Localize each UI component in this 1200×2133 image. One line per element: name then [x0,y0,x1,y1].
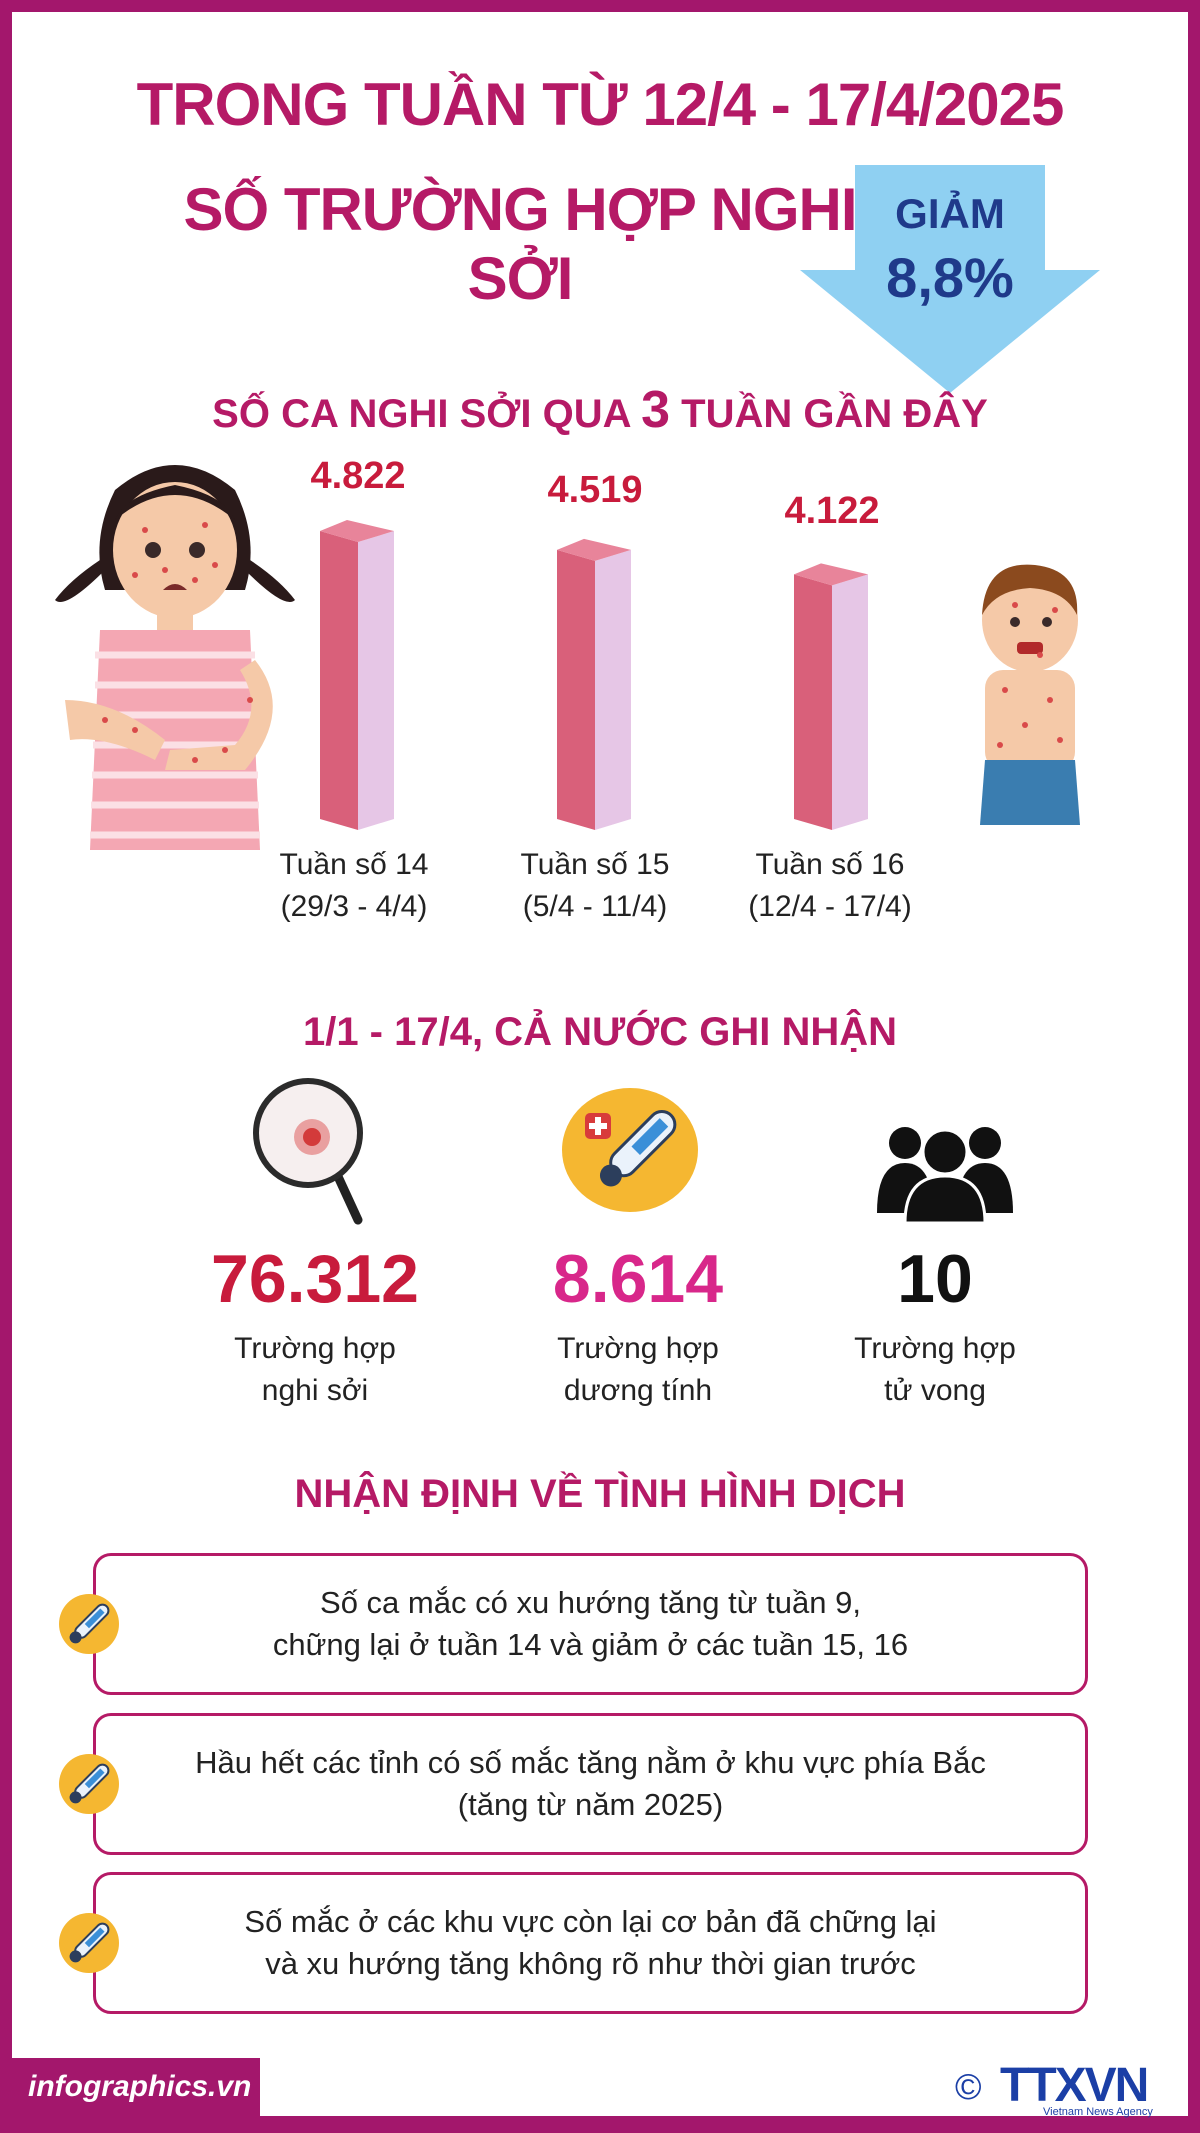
positive-label: Trường hợp dương tính [488,1328,788,1412]
bar-value-label: 4.822 [310,455,406,497]
bar [320,520,394,830]
chart-title-post: TUẦN GẦN ĐÂY [670,392,988,436]
week-label: Tuần số 16 (12/4 - 17/4) [700,844,960,928]
copyright-symbol: © [955,2066,982,2107]
stat-label-line: dương tính [563,1374,713,1407]
week-label: Tuần số 15 (5/4 - 11/4) [465,844,725,928]
stat-label-line: tử vong [884,1374,986,1407]
assessment-line: (tăng từ năm 2025) [457,1787,724,1822]
people-icon [877,1127,1013,1223]
assessment-title: NHẬN ĐỊNH VỀ TÌNH HÌNH DỊCH [294,1472,906,1516]
week-name: Tuần số 16 [755,848,905,881]
week-range: (5/4 - 11/4) [522,890,668,923]
chart-title-pre: SỐ CA NGHI SỞI QUA [212,392,642,436]
suspected-total: 76.312 [211,1241,419,1317]
down-arrow-icon [800,165,1100,393]
assessment-line: chững lại ở tuần 14 và giảm ở các tuần 1… [272,1627,909,1662]
bar-value-label: 4.122 [784,490,880,532]
bar-top [557,538,631,561]
bar-front [320,531,358,830]
bar-value-label: 4.519 [547,469,643,511]
chart-title-number: 3 [641,381,671,439]
bar-front [557,549,595,830]
week-range: (12/4 - 17/4) [748,890,912,923]
assessment-line: Hầu hết các tỉnh có số mắc tăng nằm ở kh… [195,1745,986,1780]
totals-title: 1/1 - 17/4, CẢ NƯỚC GHI NHẬN [302,1010,898,1054]
suspected-label: Trường hợp nghi sởi [165,1328,465,1412]
headline-line-1: TRONG TUẦN TỪ 12/4 - 17/4/2025 [136,71,1065,138]
footer-bar [0,2116,1200,2133]
headline-line-2: SỐ TRƯỜNG HỢP NGHI SỞI [183,176,857,312]
week-label: Tuần số 14 (29/3 - 4/4) [224,844,484,928]
sick-boy-illustration [980,564,1080,825]
agency-logo: TTXVN [1000,2059,1149,2112]
week-name: Tuần số 15 [520,848,670,881]
assessment-line: và xu hướng tăng không rõ như thời gian … [265,1946,916,1981]
chart-title: SỐ CA NGHI SỞI QUA 3 TUẦN GẦN ĐÂY [0,380,1200,440]
assessment-line: Số mắc ở các khu vực còn lại cơ bản đã c… [244,1904,937,1939]
decrease-badge: GIẢM 8,8% [795,165,1105,395]
footer-band [0,2058,260,2133]
stat-label-line: Trường hợp [557,1332,719,1365]
bar-front [794,574,832,830]
thermometer-bullet-icon [59,1594,119,1654]
stat-label-line: nghi sởi [261,1374,369,1407]
death-label: Trường hợp tử vong [785,1328,1085,1412]
magnifier-icon [253,1078,363,1225]
stat-label-line: Trường hợp [854,1332,1016,1365]
bar-side [595,549,631,830]
bar-top [320,520,394,543]
decrease-label: GIẢM [895,190,1005,237]
stat-label-line: Trường hợp [234,1332,396,1365]
assessment-item: Số mắc ở các khu vực còn lại cơ bản đã c… [93,1872,1088,2014]
sick-girl-illustration [55,465,295,850]
bar-top [794,563,868,586]
thermometer-icon [562,1088,698,1212]
bar [794,563,868,830]
agency-subtitle: Vietnam News Agency [1043,2106,1153,2118]
thermometer-bullet-icon [59,1754,119,1814]
bar-side [358,531,394,830]
bar-chart [320,520,868,830]
site-url: infographics.vn [28,2070,252,2103]
positive-total: 8.614 [552,1241,724,1317]
decrease-value: 8,8% [886,246,1014,309]
week-range: (29/3 - 4/4) [280,890,428,923]
assessment-item: Hầu hết các tỉnh có số mắc tăng nằm ở kh… [93,1713,1088,1855]
bar [557,538,631,830]
death-total: 10 [897,1241,973,1317]
thermometer-bullet-icon [59,1913,119,1973]
assessment-line: Số ca mắc có xu hướng tăng từ tuần 9, [320,1585,861,1620]
bar-side [832,574,868,830]
week-name: Tuần số 14 [279,848,429,881]
assessment-item: Số ca mắc có xu hướng tăng từ tuần 9, ch… [93,1553,1088,1695]
